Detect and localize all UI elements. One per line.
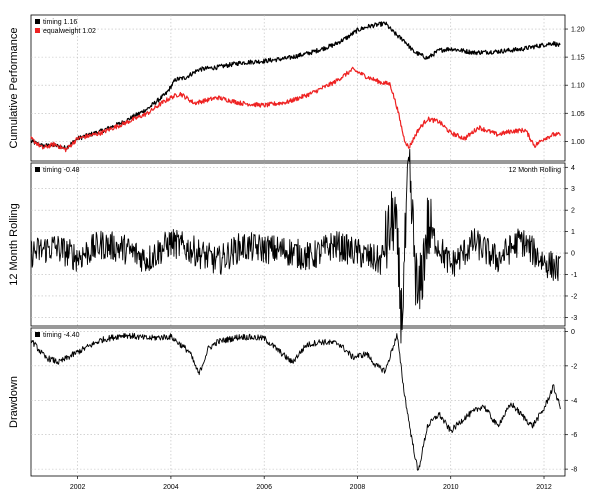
y-tick-label: 1.05 — [571, 111, 585, 118]
y-tick-label: 1.15 — [571, 55, 585, 62]
x-tick-label: 2008 — [350, 484, 366, 491]
legend-label: timing -0.48 — [43, 167, 80, 174]
legend-swatch — [35, 28, 40, 33]
panel-frame — [30, 327, 566, 477]
x-tick-label: 2002 — [70, 484, 86, 491]
y-tick-label: 1.20 — [571, 27, 585, 34]
y-tick-label: -2 — [571, 293, 577, 300]
x-tick-label: 2012 — [536, 484, 552, 491]
legend-label: equalweight 1.02 — [43, 28, 96, 35]
x-tick-label: 2004 — [163, 484, 179, 491]
panel-cumulative: 1.00 1.05 1.10 1.15 1.20 timing 1.16 equalweig… — [8, 14, 585, 162]
y-tick-label: -6 — [571, 432, 577, 439]
x-tick-label: 2006 — [256, 484, 272, 491]
y-tick-label: -3 — [571, 315, 577, 322]
y-tick-label: -1 — [571, 272, 577, 279]
y-tick-label: -8 — [571, 467, 577, 474]
legend-label: timing -4.40 — [43, 332, 80, 339]
legend-swatch — [35, 19, 40, 24]
series-line-0 — [30, 148, 561, 344]
panel-drawdown: -8 -6 -4 -2 0 timing -4.40 Drawdown 2002 2004 200… — [8, 327, 577, 491]
y-tick-label: 4 — [571, 165, 575, 172]
y-tick-label: -2 — [571, 363, 577, 370]
y-tick-label: 1 — [571, 229, 575, 236]
y-axis-label: 12 Month Rolling — [8, 203, 20, 286]
series-line-1 — [30, 66, 561, 153]
series-line-0 — [30, 332, 561, 471]
y-tick-label: 2 — [571, 208, 575, 215]
legend-label: timing 1.16 — [43, 19, 77, 26]
y-tick-label: 0 — [571, 251, 575, 258]
chart-panels: 1.00 1.05 1.10 1.15 1.20 timing 1.16 equalweig… — [8, 14, 585, 491]
series-line-0 — [30, 21, 561, 151]
y-tick-label: 1.00 — [571, 139, 585, 146]
panel-frame — [30, 162, 566, 327]
y-tick-label: 0 — [571, 329, 575, 336]
legend-swatch — [35, 167, 40, 172]
legend-swatch — [35, 332, 40, 337]
y-axis-label: Cumulative Performance — [8, 27, 20, 148]
x-tick-label: 2010 — [443, 484, 459, 491]
panel-frame — [30, 14, 566, 162]
panel-rolling: -3 -2 -1 0 1 2 3 4 timing -0.48 12 Month Rolling 1… — [8, 148, 577, 344]
y-tick-label: -4 — [571, 398, 577, 405]
y-tick-label: 3 — [571, 186, 575, 193]
y-tick-label: 1.10 — [571, 83, 585, 90]
panel-annotation: 12 Month Rolling — [508, 167, 561, 174]
y-axis-label: Drawdown — [8, 376, 20, 428]
